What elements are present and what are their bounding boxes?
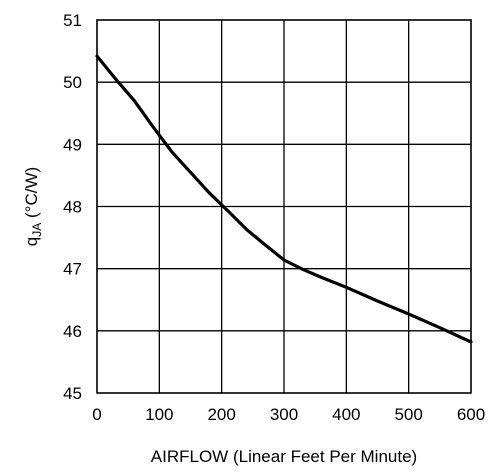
x-tick-label: 200 <box>207 405 235 424</box>
grid-lines <box>97 20 471 393</box>
x-tick-label: 500 <box>394 405 422 424</box>
y-tick-label: 46 <box>63 322 82 341</box>
plot-area-frame <box>96 19 472 394</box>
y-axis-title-suffix: (°C/W) <box>22 167 41 223</box>
y-tick-label: 51 <box>63 11 82 30</box>
y-axis-title: qJA (°C/W) <box>22 167 44 246</box>
y-axis-title-prefix: q <box>22 237 41 246</box>
x-tick-label: 600 <box>457 405 485 424</box>
series-line <box>95 54 473 344</box>
x-axis-tick-labels: 0 100 200 300 400 500 600 <box>92 405 485 424</box>
x-tick-label: 0 <box>92 405 101 424</box>
x-tick-label: 300 <box>270 405 298 424</box>
y-tick-label: 47 <box>63 260 82 279</box>
series-layer <box>95 54 473 344</box>
x-tick-label: 400 <box>332 405 360 424</box>
y-tick-label: 50 <box>63 73 82 92</box>
y-axis-tick-labels: 45 46 47 48 49 50 51 <box>63 11 82 403</box>
x-axis-title: AIRFLOW (Linear Feet Per Minute) <box>151 447 417 466</box>
y-axis-title-subscript: JA <box>30 223 44 237</box>
x-tick-label: 100 <box>145 405 173 424</box>
y-tick-label: 45 <box>63 384 82 403</box>
y-tick-label: 48 <box>63 198 82 217</box>
y-tick-label: 49 <box>63 135 82 154</box>
